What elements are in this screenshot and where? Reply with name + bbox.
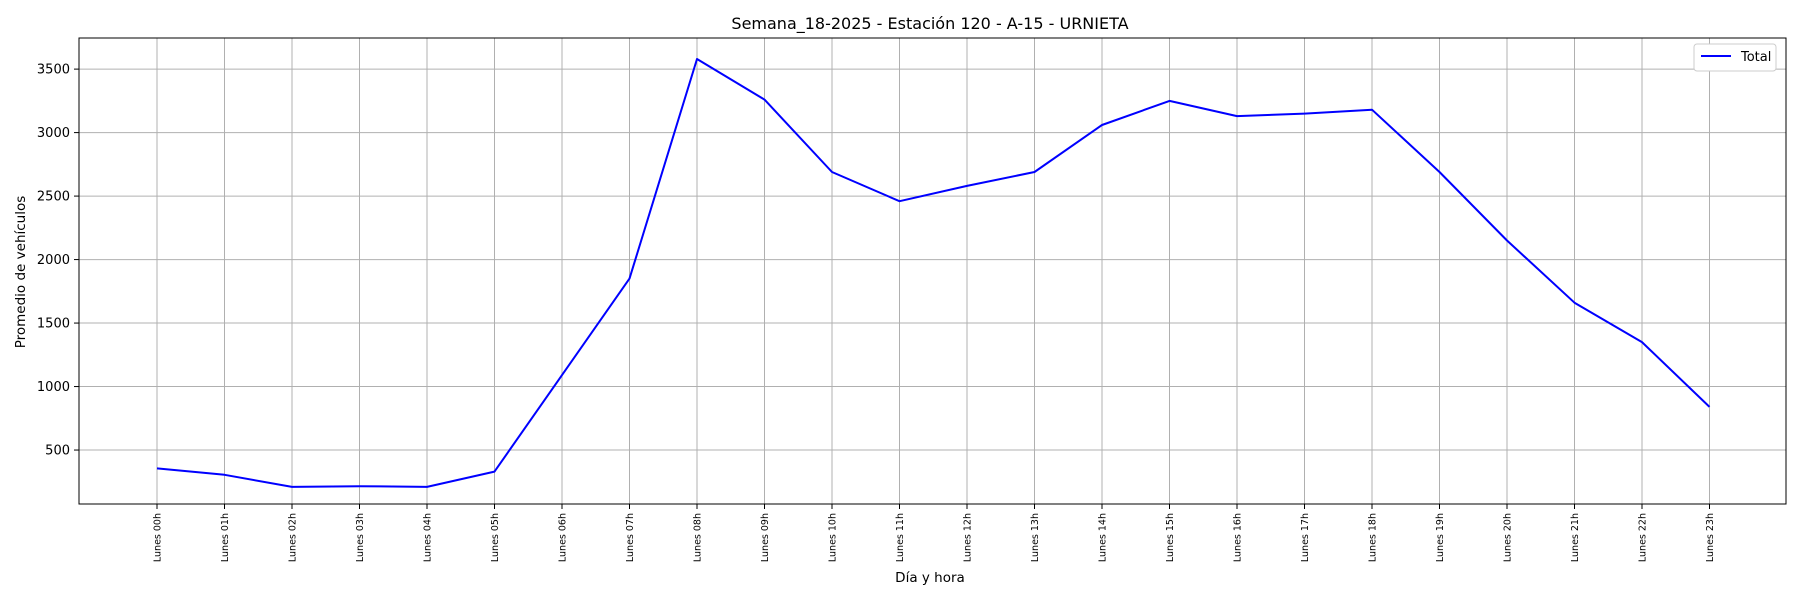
x-tick-label: Lunes 11h — [895, 513, 906, 562]
x-tick-label: Lunes 02h — [288, 513, 299, 562]
y-tick-label: 500 — [45, 444, 70, 459]
x-axis: Lunes 00h Lunes 01h Lunes 02h Lunes 03h Lune… — [153, 504, 1716, 562]
x-tick-label: Lunes 15h — [1165, 513, 1176, 562]
y-tick-label: 3000 — [37, 126, 70, 141]
x-tick-label: Lunes 23h — [1705, 513, 1716, 562]
legend-label-total: Total — [1740, 50, 1771, 65]
x-tick-label: Lunes 06h — [558, 513, 569, 562]
x-axis-label: Día y hora — [895, 570, 965, 586]
grid — [79, 38, 1786, 504]
y-tick-label: 3500 — [37, 63, 70, 78]
plot-frame — [78, 37, 1787, 505]
chart-title: Semana_18-2025 - Estación 120 - A-15 - U… — [731, 14, 1128, 34]
x-tick-label: Lunes 12h — [963, 513, 974, 562]
x-tick-label: Lunes 08h — [693, 513, 704, 562]
y-axis-label: Promedio de vehículos — [13, 196, 29, 349]
x-tick-label: Lunes 21h — [1570, 513, 1581, 562]
x-tick-label: Lunes 13h — [1030, 513, 1041, 562]
x-tick-label: Lunes 04h — [423, 513, 434, 562]
x-tick-label: Lunes 01h — [220, 513, 231, 562]
x-tick-label: Lunes 17h — [1300, 513, 1311, 562]
x-tick-label: Lunes 00h — [153, 513, 164, 562]
legend-box — [1693, 43, 1777, 72]
x-tick-label: Lunes 18h — [1368, 513, 1379, 562]
legend: Total — [1693, 43, 1777, 72]
x-tick-label: Lunes 03h — [355, 513, 366, 562]
y-tick-label: 1000 — [37, 380, 70, 395]
x-tick-label: Lunes 14h — [1098, 513, 1109, 562]
x-tick-label: Lunes 07h — [625, 513, 636, 562]
y-tick-label: 1500 — [37, 317, 70, 332]
x-tick-label: Lunes 16h — [1233, 513, 1244, 562]
x-tick-label: Lunes 19h — [1435, 513, 1446, 562]
x-tick-label: Lunes 05h — [490, 513, 501, 562]
y-tick-label: 2500 — [37, 190, 70, 205]
y-axis: 500 1000 1500 2000 2500 3000 3500 — [37, 63, 79, 459]
y-tick-label: 2000 — [37, 253, 70, 268]
x-tick-label: Lunes 22h — [1638, 513, 1649, 562]
x-tick-label: Lunes 20h — [1503, 513, 1514, 562]
series-layer — [156, 58, 1711, 488]
x-tick-label: Lunes 09h — [760, 513, 771, 562]
x-tick-label: Lunes 10h — [828, 513, 839, 562]
series-line-total — [156, 58, 1711, 488]
